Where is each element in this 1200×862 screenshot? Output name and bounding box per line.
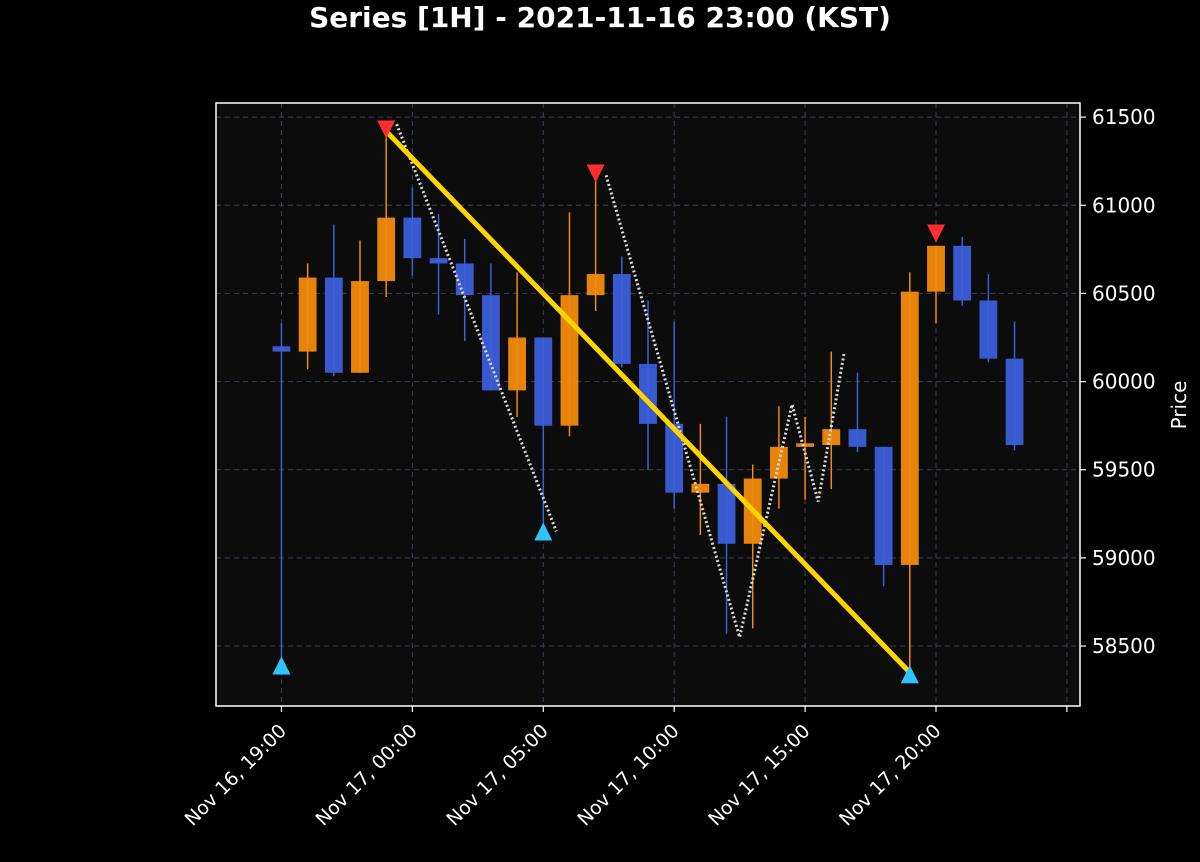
candle-body <box>482 295 500 391</box>
x-tick-label: Nov 17, 15:00 <box>704 720 814 830</box>
x-tick-label: Nov 17, 20:00 <box>835 720 945 830</box>
candle-body <box>351 281 369 373</box>
zigzag-line <box>604 174 846 638</box>
trough-marker <box>900 665 919 684</box>
candle-body <box>534 337 553 426</box>
y-tick-label: 61500 <box>1092 105 1156 129</box>
candle <box>612 256 631 368</box>
peak-marker <box>927 224 945 243</box>
trough-marker <box>534 522 553 541</box>
plot-frame <box>215 102 1081 707</box>
candle-body <box>403 217 422 259</box>
y-tick-label: 59500 <box>1092 458 1156 482</box>
candle <box>848 372 867 453</box>
candle-body <box>717 483 736 544</box>
candle <box>508 272 526 417</box>
chart-title: Series [1H] - 2021-11-16 23:00 (KST) <box>309 1 891 34</box>
candle <box>403 187 422 276</box>
candle <box>482 263 500 391</box>
candle-body <box>665 423 684 493</box>
candle-body <box>874 446 893 565</box>
candle <box>455 238 474 342</box>
x-tick-label: Nov 17, 10:00 <box>573 720 683 830</box>
marker-layer <box>272 120 945 684</box>
candle-body <box>927 245 945 292</box>
candle-body <box>1005 358 1024 446</box>
candle <box>822 351 841 490</box>
candle <box>324 224 343 377</box>
candle-body <box>298 277 317 352</box>
peak-marker <box>377 120 396 139</box>
x-tick-label: Nov 16, 19:00 <box>181 720 291 830</box>
candle <box>691 423 710 535</box>
candle <box>953 237 972 306</box>
candle-body <box>796 443 814 447</box>
candle-body <box>272 346 291 352</box>
candle-body <box>770 446 788 479</box>
candle-body <box>691 483 710 493</box>
candle <box>1005 321 1024 451</box>
candle <box>272 323 291 664</box>
y-tick-label: 60500 <box>1092 281 1156 305</box>
candle-body <box>979 300 998 359</box>
y-axis-label: Price <box>1167 381 1191 430</box>
candle <box>429 214 448 315</box>
candle-body <box>377 217 396 282</box>
candle <box>351 240 369 373</box>
candle-body <box>455 263 474 296</box>
candle <box>377 129 396 297</box>
candle-body <box>508 337 526 391</box>
candle-body <box>612 274 631 364</box>
trough-marker <box>272 656 291 675</box>
candle-body <box>324 277 343 373</box>
peak-marker <box>586 164 605 183</box>
zigzag-line <box>395 123 558 532</box>
trend-line <box>383 128 913 675</box>
candle <box>298 263 317 370</box>
candle <box>770 406 788 509</box>
candle <box>979 274 998 363</box>
x-tick-label: Nov 17, 05:00 <box>442 720 552 830</box>
candle <box>874 446 893 587</box>
candle-layer <box>272 129 1024 673</box>
candle-body <box>848 429 867 447</box>
candle-body <box>822 429 841 446</box>
candle <box>717 416 736 634</box>
y-tick-label: 61000 <box>1092 193 1156 217</box>
candle-body <box>953 245 972 301</box>
y-tick-label: 59000 <box>1092 546 1156 570</box>
candle <box>586 173 605 312</box>
candle-body <box>586 274 605 296</box>
x-tick-label: Nov 17, 00:00 <box>311 720 421 830</box>
y-tick-label: 58500 <box>1092 634 1156 658</box>
candle-body <box>900 291 919 565</box>
candle <box>927 245 945 324</box>
candle <box>900 272 919 673</box>
candle-body <box>429 258 448 264</box>
overlay-layer <box>383 123 913 675</box>
y-tick-label: 60000 <box>1092 370 1156 394</box>
